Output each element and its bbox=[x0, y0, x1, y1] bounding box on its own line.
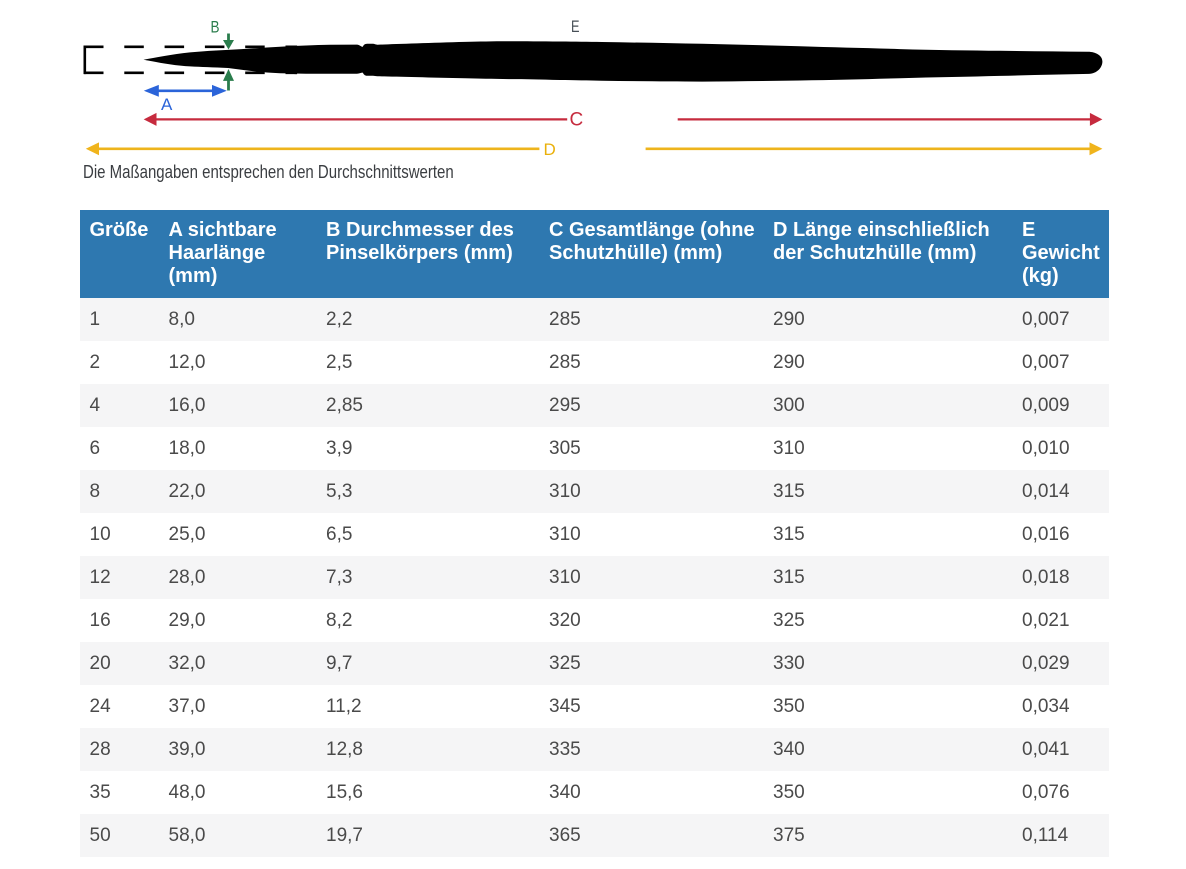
svg-text:B: B bbox=[211, 18, 220, 37]
svg-text:A: A bbox=[161, 95, 173, 114]
svg-text:E: E bbox=[571, 17, 580, 36]
svg-text:D: D bbox=[544, 140, 556, 159]
svg-text:C: C bbox=[570, 110, 584, 131]
